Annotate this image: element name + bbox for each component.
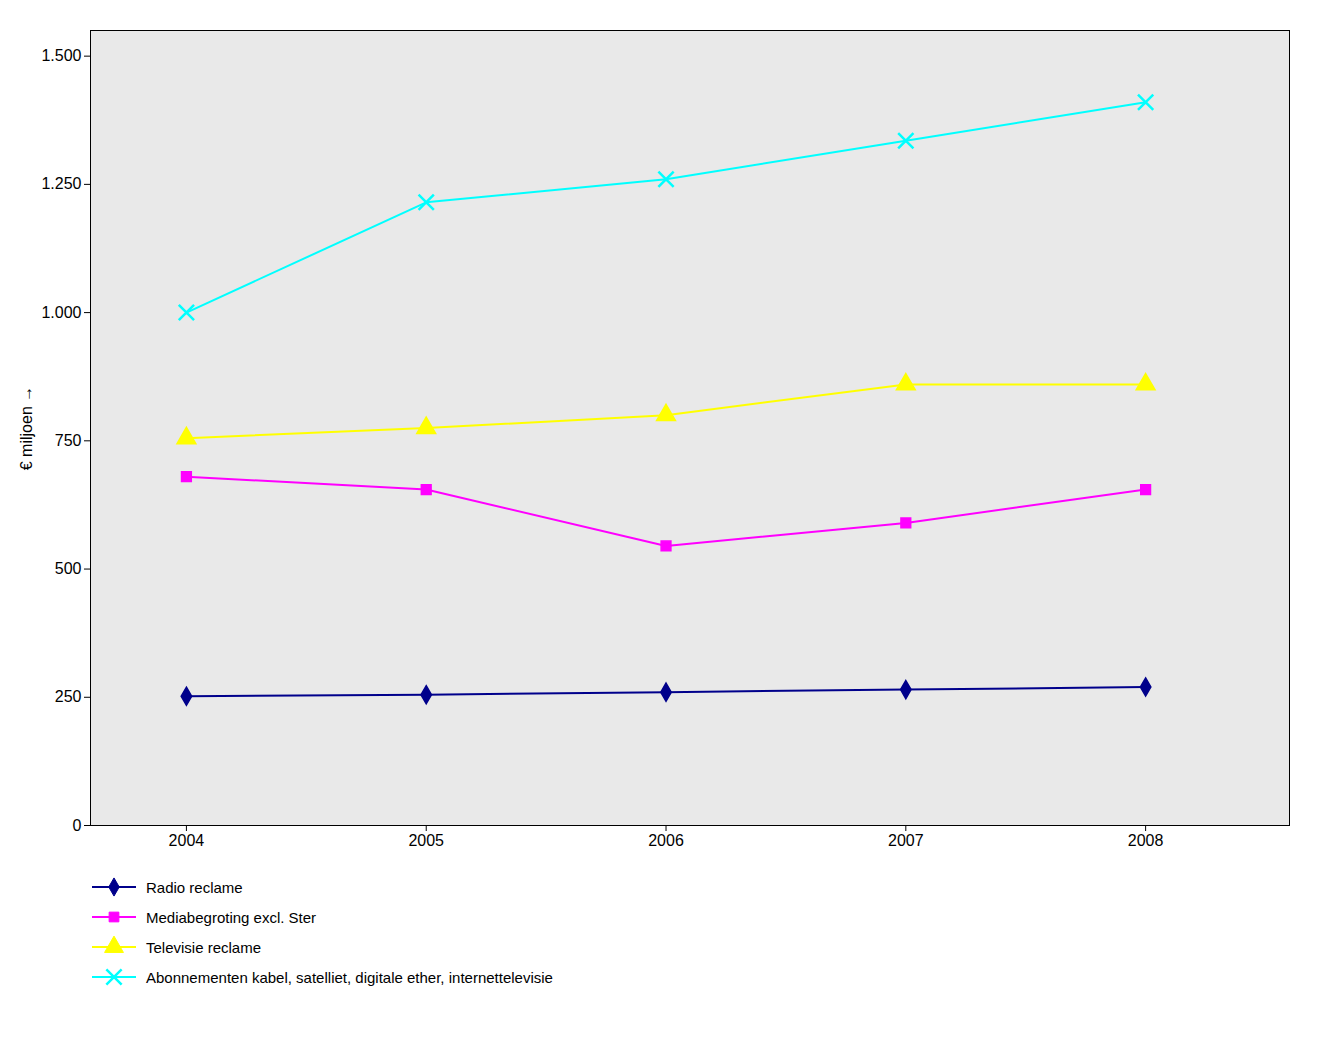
svg-text:250: 250: [55, 688, 82, 705]
svg-text:750: 750: [55, 432, 82, 449]
svg-text:2006: 2006: [648, 832, 684, 849]
svg-text:1.500: 1.500: [41, 47, 81, 64]
html-text:Mediabegroting excl. Ster: Mediabegroting excl. Ster: [146, 908, 317, 926]
svg-text:2005: 2005: [408, 832, 444, 849]
svg-text:2004: 2004: [169, 832, 205, 849]
html-text:Abonnementen kabel, satelliet,: Abonnementen kabel, satelliet, digitale …: [146, 968, 553, 986]
html-text:Televisie reclame: Televisie reclame: [146, 938, 261, 956]
svg-text:1.000: 1.000: [41, 304, 81, 321]
html-text:Radio reclame: Radio reclame: [146, 878, 243, 896]
svg-text:2007: 2007: [888, 832, 924, 849]
svg-text:0: 0: [73, 817, 82, 834]
svg-text:1.250: 1.250: [41, 175, 81, 192]
svg-text:500: 500: [55, 560, 82, 577]
svg-text:2008: 2008: [1128, 832, 1164, 849]
svg-text:€ miljoen →: € miljoen →: [18, 386, 35, 470]
